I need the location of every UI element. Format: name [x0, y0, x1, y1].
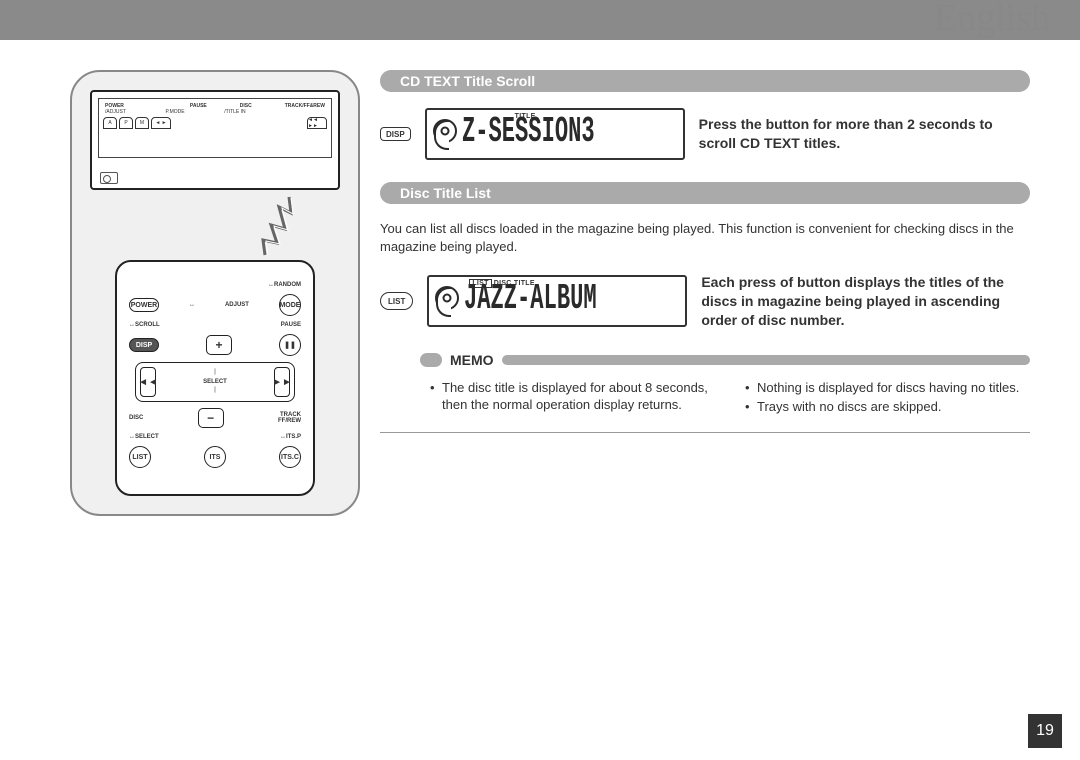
- remote-its-button: ITS: [204, 446, 226, 468]
- memo-content: The disc title is displayed for about 8 …: [380, 376, 1030, 433]
- remote-pause-button: ❚❚: [279, 334, 301, 356]
- memo-item: Trays with no discs are skipped.: [745, 399, 1030, 416]
- content-column: CD TEXT Title Scroll DISP TITLE Z-SESSIO…: [360, 70, 1030, 516]
- language-label: English: [934, 0, 1050, 40]
- page-number: 19: [1028, 714, 1062, 748]
- instruction-2: Each press of button displays the titles…: [701, 273, 1030, 330]
- section-cd-text-title-scroll: CD TEXT Title Scroll: [380, 70, 1030, 92]
- memo-item: Nothing is displayed for discs having no…: [745, 380, 1030, 397]
- header-bar: [0, 0, 1080, 40]
- lcd-display-2: LISTDISC TITLE JAZZ-ALBUM: [427, 275, 687, 327]
- indicator-spark-icon: [255, 195, 295, 255]
- remote-mode-button: MODE: [279, 294, 301, 316]
- lcd-display-1: TITLE Z-SESSION3: [425, 108, 685, 160]
- list-button-icon: LIST: [380, 292, 413, 310]
- section-disc-title-list: Disc Title List: [380, 182, 1030, 204]
- remote-minus-button: −: [198, 408, 224, 428]
- remote-itsc-button: ITS.C: [279, 446, 301, 468]
- memo-item: The disc title is displayed for about 8 …: [430, 380, 715, 414]
- remote-disp-button: DISP: [129, 338, 159, 352]
- remote-select-pad: ◄◄ ｜SELECT｜ ►►: [135, 362, 295, 402]
- instruction-1: Press the button for more than 2 seconds…: [699, 115, 1030, 153]
- memo-heading: MEMO: [420, 352, 1030, 368]
- head-unit: POWER PAUSE DISC TRACK/FF&REW /ADJUST P.…: [90, 90, 340, 190]
- body-text-disc-title-list: You can list all discs loaded in the mag…: [380, 220, 1030, 255]
- remote-plus-button: +: [206, 335, 232, 355]
- disp-button-icon: DISP: [380, 127, 411, 141]
- remote-power-button: POWER: [129, 298, 159, 312]
- device-illustration: POWER PAUSE DISC TRACK/FF&REW /ADJUST P.…: [70, 70, 360, 516]
- remote-control: ↔RANDOM POWER ↔ADJUST MODE ↔SCROLL PAUSE…: [115, 260, 315, 496]
- remote-list-button: LIST: [129, 446, 151, 468]
